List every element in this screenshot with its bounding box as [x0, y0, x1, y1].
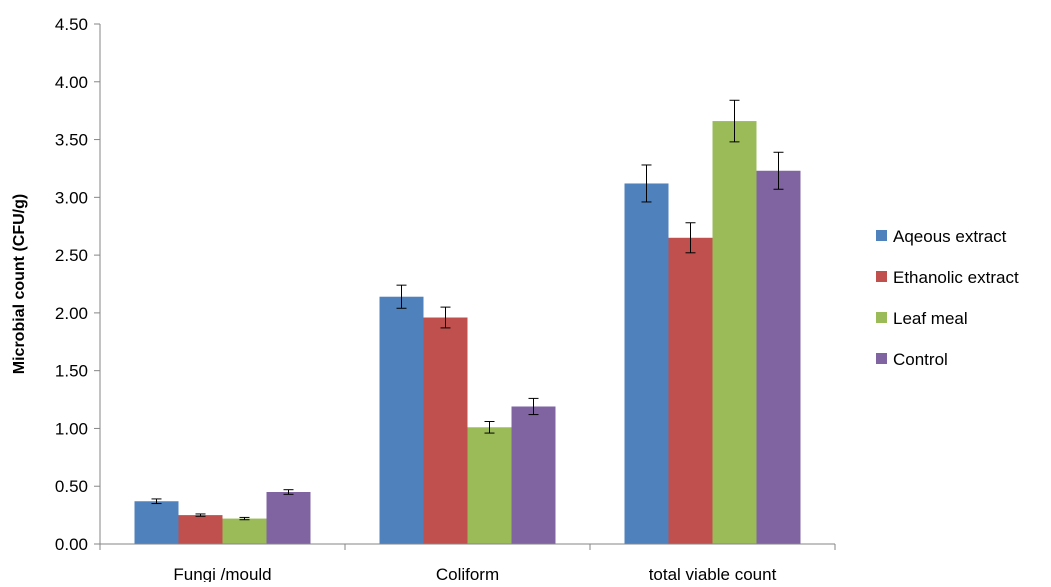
legend: Aqeous extract Ethanolic extract Leaf meal… [876, 227, 1019, 369]
legend-label: Ethanolic extract [893, 268, 1019, 287]
bar [756, 170, 801, 544]
y-tick-label: 4.50 [55, 15, 88, 34]
y-tick-label: 0.50 [55, 477, 88, 496]
y-tick-label: 2.50 [55, 246, 88, 265]
y-tick-label: 3.00 [55, 188, 88, 207]
bar [511, 406, 556, 544]
legend-label: Leaf meal [893, 309, 968, 328]
bar [624, 183, 669, 544]
legend-label: Control [893, 350, 948, 369]
bar [668, 237, 713, 544]
x-category-labels: Fungi /mould Coliform total viable count [99, 544, 836, 584]
y-tick-label: 4.00 [55, 73, 88, 92]
bars-layer [134, 121, 801, 545]
axes-layer [99, 24, 835, 545]
y-axis-title: Microbial count (CFU/g) [11, 194, 28, 374]
legend-swatch [876, 271, 887, 282]
bar [467, 427, 512, 544]
y-tick-label: 1.00 [55, 419, 88, 438]
bar [134, 501, 179, 544]
bar [222, 518, 267, 544]
error-bars-layer [151, 99, 784, 521]
x-category-label: total viable count [649, 565, 777, 582]
legend-swatch [876, 353, 887, 364]
x-category-label: Fungi /mould [173, 565, 271, 582]
bar [266, 492, 311, 544]
legend-swatch [876, 312, 887, 323]
bar [379, 296, 424, 544]
bar [178, 515, 223, 544]
legend-swatch [876, 230, 887, 241]
legend-label: Aqeous extract [893, 227, 1007, 246]
y-tick-label: 2.00 [55, 304, 88, 323]
y-tick-label: 3.50 [55, 131, 88, 150]
x-category-label: Coliform [436, 565, 499, 582]
y-tick-label: 1.50 [55, 362, 88, 381]
y-tick-label: 0.00 [55, 535, 88, 554]
y-ticks: 0.00 0.50 1.00 1.50 2.00 2.50 3.00 3.50 4.00 4.50 [55, 15, 100, 554]
bar [712, 121, 757, 545]
bar [423, 317, 468, 544]
